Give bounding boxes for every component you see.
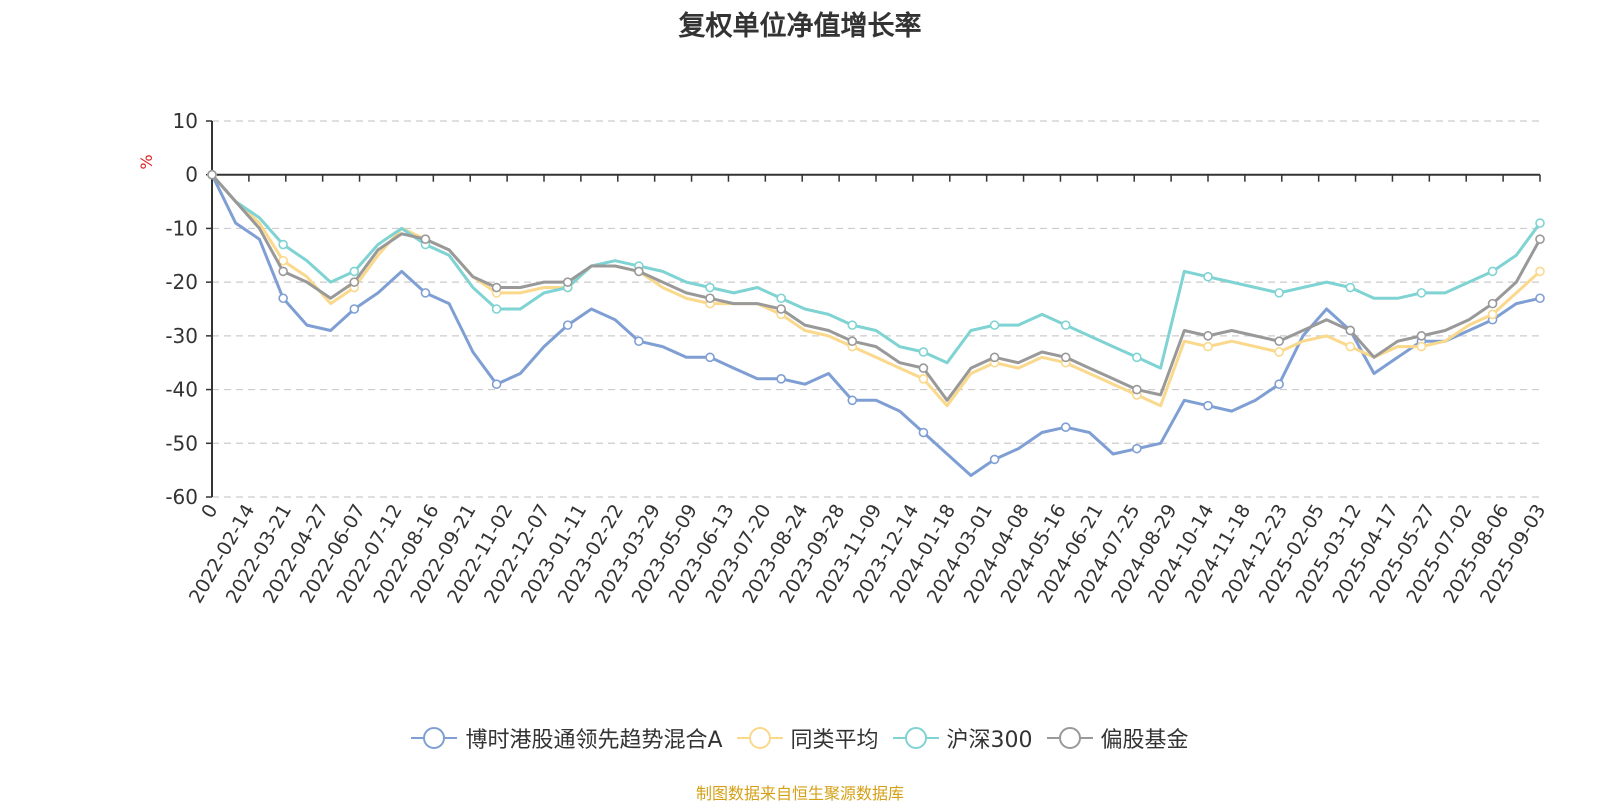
- series-point: [1132, 443, 1142, 454]
- series-point: [420, 234, 431, 244]
- y-tick-label: -10: [165, 216, 198, 240]
- grid-lines: [212, 120, 1540, 498]
- series-point: [491, 379, 502, 390]
- series-point: [1345, 325, 1356, 336]
- series-point: [1132, 352, 1142, 363]
- series-point: [1274, 347, 1284, 357]
- series-line: [210, 173, 1542, 408]
- series-point: [634, 336, 644, 347]
- legend-item[interactable]: 同类平均: [736, 722, 879, 754]
- series-point: [776, 374, 786, 384]
- series-point: [918, 427, 929, 438]
- series-point: [918, 374, 929, 384]
- series-line: [210, 173, 1542, 402]
- series-point: [705, 282, 715, 293]
- series-point: [1416, 341, 1427, 352]
- series-point: [1535, 218, 1545, 228]
- series-point: [1203, 271, 1213, 282]
- series-point: [1274, 336, 1284, 347]
- series-point: [1203, 341, 1213, 352]
- series-line: [210, 174, 1541, 477]
- series-point: [278, 239, 288, 250]
- series-point: [918, 363, 929, 373]
- series-point: [847, 336, 858, 347]
- series-point: [1060, 320, 1071, 330]
- series-lines: [207, 169, 1545, 477]
- y-axis-unit: %: [137, 154, 156, 169]
- series-point: [1203, 400, 1213, 411]
- series-point: [1416, 331, 1427, 341]
- series-point: [1274, 288, 1284, 298]
- series-point: [562, 277, 573, 287]
- legend-item[interactable]: 偏股基金: [1046, 722, 1189, 754]
- series-point: [278, 266, 288, 277]
- x-tick-label: 0: [197, 501, 222, 522]
- tick-labels: 100-10-20-30-40-50-6002022-02-142022-03-…: [165, 109, 1550, 607]
- series-point: [1345, 341, 1356, 352]
- series-point: [1060, 352, 1071, 363]
- y-tick-label: -30: [165, 324, 198, 348]
- series-point: [989, 454, 1000, 465]
- legend-item[interactable]: 博时港股通领先趋势混合A: [411, 722, 723, 754]
- series-line: [210, 173, 1542, 370]
- series-point: [1132, 384, 1142, 395]
- legend-marker-icon: [892, 725, 939, 751]
- series-point: [1487, 298, 1498, 309]
- y-tick-label: -20: [165, 270, 198, 294]
- series-point: [1060, 422, 1071, 432]
- series-point: [1203, 331, 1213, 341]
- series-point: [847, 320, 858, 330]
- series-point: [491, 304, 502, 314]
- series-point: [349, 277, 360, 287]
- series-point: [776, 304, 786, 314]
- y-tick-label: -50: [165, 431, 198, 455]
- y-tick-label: -40: [165, 378, 198, 402]
- series-point: [207, 169, 217, 180]
- legend-marker-icon: [411, 725, 458, 751]
- legend-marker-icon: [736, 725, 783, 751]
- series-point: [1487, 266, 1498, 277]
- series-point: [1535, 234, 1545, 244]
- chart-title: 复权单位净值增长率: [678, 11, 922, 42]
- series-point: [634, 266, 644, 277]
- series-point: [1274, 379, 1284, 390]
- series-point: [349, 304, 360, 314]
- series-point: [1535, 266, 1545, 277]
- series-point: [1345, 282, 1356, 293]
- y-tick-label: 0: [185, 163, 198, 187]
- series-point: [1416, 288, 1427, 298]
- series-point: [989, 320, 1000, 330]
- series-point: [278, 255, 288, 266]
- legend-label: 偏股基金: [1100, 728, 1189, 753]
- series-point: [349, 266, 360, 277]
- series-point: [705, 293, 715, 304]
- series-point: [989, 352, 1000, 363]
- legend-label: 沪深300: [946, 728, 1033, 753]
- series-point: [1487, 309, 1498, 320]
- series-point: [491, 282, 502, 293]
- series-point: [562, 320, 573, 330]
- series-point: [776, 293, 786, 304]
- axes: [206, 120, 1541, 498]
- series-point: [918, 347, 929, 357]
- legend-marker-icon: [1046, 725, 1093, 751]
- legend-item[interactable]: 沪深300: [892, 722, 1033, 754]
- y-tick-label: 10: [173, 109, 198, 133]
- chart-legend[interactable]: 博时港股通领先趋势混合A 同类平均 沪深300 偏股基金: [0, 722, 1600, 754]
- legend-label: 同类平均: [790, 728, 879, 753]
- data-source-note: 制图数据来自恒生聚源数据库: [695, 784, 904, 803]
- y-tick-label: -60: [165, 485, 198, 509]
- series-point: [847, 395, 858, 406]
- legend-label: 博时港股通领先趋势混合A: [465, 728, 723, 753]
- series-point: [1535, 293, 1545, 304]
- series-point: [278, 293, 288, 304]
- series-point: [420, 288, 431, 298]
- series-point: [705, 352, 715, 363]
